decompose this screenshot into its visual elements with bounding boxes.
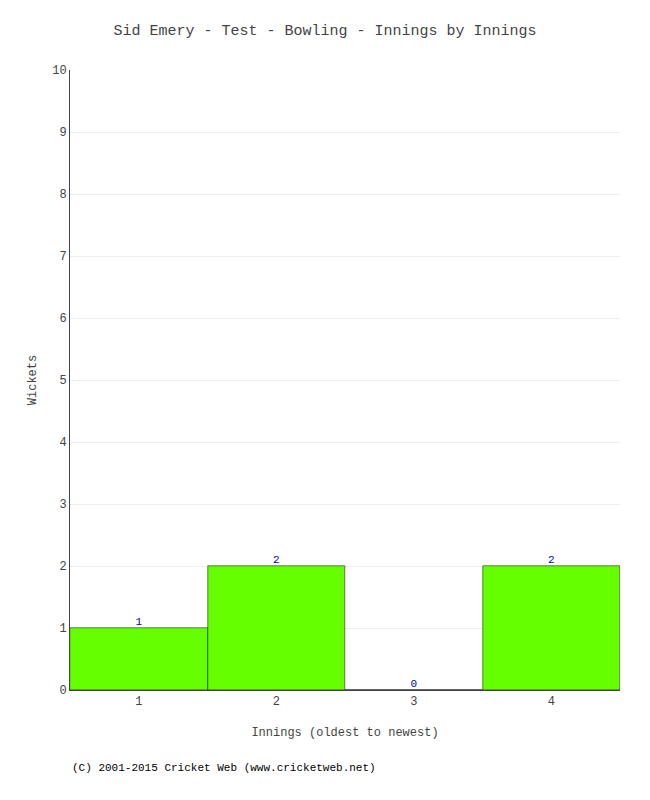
- svg-text:9: 9: [59, 126, 66, 140]
- svg-text:1: 1: [135, 616, 142, 628]
- svg-text:10: 10: [52, 64, 66, 78]
- svg-text:8: 8: [59, 188, 66, 202]
- svg-text:4: 4: [59, 436, 66, 450]
- svg-text:2: 2: [273, 695, 280, 709]
- svg-text:0: 0: [410, 678, 417, 690]
- svg-text:7: 7: [59, 250, 66, 264]
- svg-text:Wickets: Wickets: [26, 355, 40, 405]
- svg-text:1: 1: [135, 695, 142, 709]
- svg-text:5: 5: [59, 374, 66, 388]
- svg-text:Sid Emery - Test - Bowling - I: Sid Emery - Test - Bowling - Innings by …: [113, 23, 536, 40]
- svg-text:Innings (oldest to newest): Innings (oldest to newest): [251, 726, 438, 740]
- svg-text:2: 2: [548, 554, 555, 566]
- svg-text:4: 4: [548, 695, 555, 709]
- svg-text:(C) 2001-2015 Cricket Web (www: (C) 2001-2015 Cricket Web (www.cricketwe…: [72, 762, 376, 774]
- svg-text:3: 3: [410, 695, 417, 709]
- svg-text:2: 2: [273, 554, 280, 566]
- svg-text:2: 2: [59, 560, 66, 574]
- svg-text:6: 6: [59, 312, 66, 326]
- svg-text:3: 3: [59, 498, 66, 512]
- svg-text:1: 1: [59, 622, 66, 636]
- svg-text:0: 0: [59, 684, 66, 698]
